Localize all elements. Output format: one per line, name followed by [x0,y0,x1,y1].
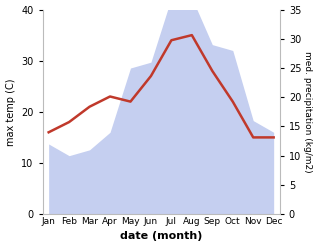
Y-axis label: max temp (C): max temp (C) [5,78,16,145]
X-axis label: date (month): date (month) [120,231,202,242]
Y-axis label: med. precipitation (kg/m2): med. precipitation (kg/m2) [303,51,313,173]
